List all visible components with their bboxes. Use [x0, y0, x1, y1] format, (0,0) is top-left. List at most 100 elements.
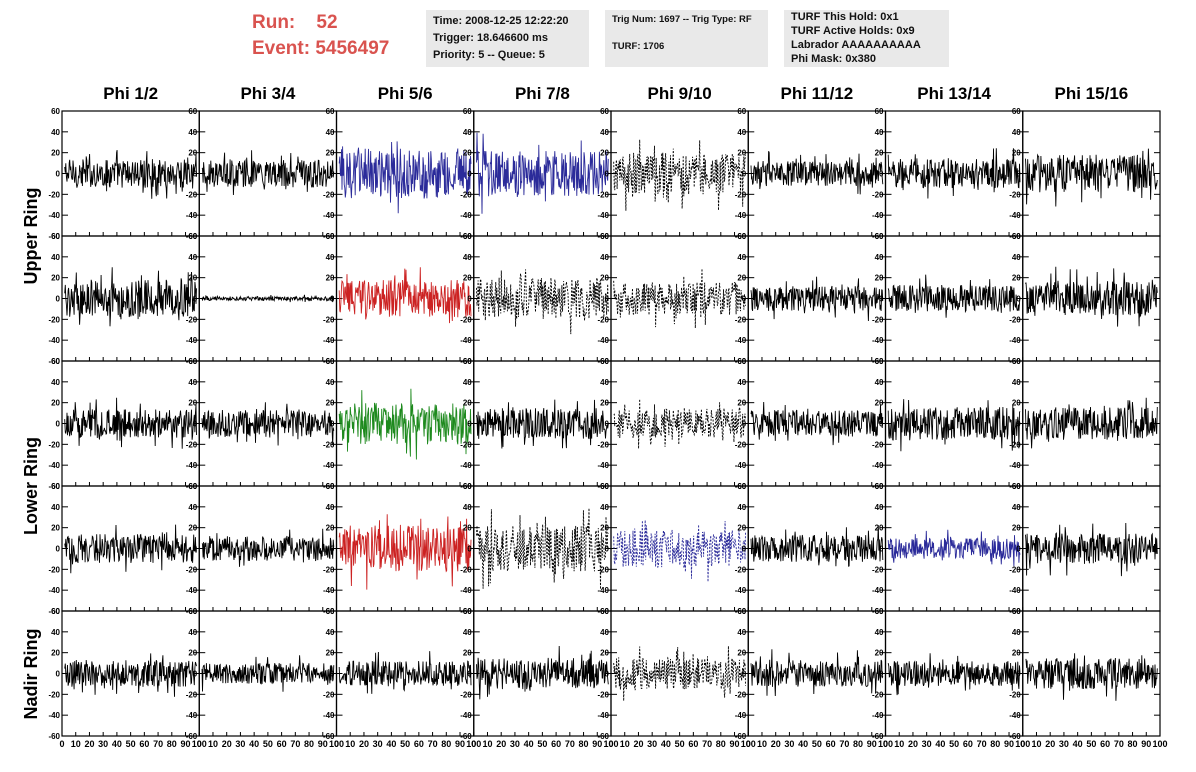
y-tick-label: 40: [600, 128, 609, 137]
waveform-line: [338, 651, 472, 694]
y-tick-label: -40: [48, 711, 60, 720]
panel-frame: [610, 360, 749, 487]
y-tick-label: 60: [1012, 482, 1021, 491]
y-tick-label: 20: [737, 649, 746, 658]
y-tick-label: 40: [1012, 378, 1021, 387]
y-tick-label: -40: [48, 211, 60, 220]
y-tick-label: 40: [51, 378, 60, 387]
x-tick-label: 30: [98, 739, 108, 749]
x-tick-label: 40: [249, 739, 259, 749]
y-tick-label: -20: [872, 690, 884, 699]
x-tick-label: 20: [633, 739, 643, 749]
y-tick-label: 60: [1012, 607, 1021, 616]
x-tick-label: 90: [592, 739, 602, 749]
y-tick-label: -40: [735, 211, 747, 220]
y-tick-label: 40: [875, 503, 884, 512]
y-tick-label: -40: [186, 461, 198, 470]
y-tick-label: 20: [51, 524, 60, 533]
x-tick-label: 50: [400, 739, 410, 749]
y-tick-label: -20: [48, 440, 60, 449]
y-tick-label: 20: [188, 399, 197, 408]
y-tick-label: -20: [48, 190, 60, 199]
x-tick-label: 80: [441, 739, 451, 749]
y-tick-label: 60: [600, 107, 609, 116]
y-tick-label: -20: [1009, 315, 1021, 324]
waveform-line: [201, 402, 335, 446]
y-tick-label: 40: [1012, 253, 1021, 262]
waveform-line: [1025, 266, 1158, 327]
y-tick-label: 40: [737, 628, 746, 637]
y-tick-label: -60: [48, 732, 60, 741]
x-tick-label: 80: [167, 739, 177, 749]
y-tick-label: 20: [737, 399, 746, 408]
y-tick-label: -60: [1009, 732, 1021, 741]
waveform-line: [201, 294, 334, 303]
y-tick-label: 60: [51, 232, 60, 241]
x-tick-label: 80: [990, 739, 1000, 749]
waveform-line: [201, 150, 335, 196]
y-tick-label: -40: [1009, 336, 1021, 345]
y-tick-label: 20: [1012, 274, 1021, 283]
y-tick-label: 0: [605, 170, 610, 179]
y-tick-label: 40: [188, 378, 197, 387]
x-tick-label: 70: [1114, 739, 1124, 749]
y-tick-label: 0: [742, 420, 747, 429]
y-tick-label: 60: [463, 357, 472, 366]
x-tick-label: 20: [1045, 739, 1055, 749]
y-tick-label: 60: [463, 607, 472, 616]
y-tick-label: 0: [56, 170, 61, 179]
y-tick-label: -40: [735, 586, 747, 595]
y-tick-label: -60: [872, 732, 884, 741]
y-tick-label: 60: [600, 232, 609, 241]
y-tick-label: -60: [186, 732, 198, 741]
labrador-text: Labrador AAAAAAAAAA: [791, 39, 921, 51]
y-tick-label: -40: [1009, 711, 1021, 720]
y-tick-label: 40: [326, 503, 335, 512]
y-tick-label: 60: [463, 107, 472, 116]
x-tick-label: 80: [853, 739, 863, 749]
x-tick-label: 10: [1031, 739, 1041, 749]
y-tick-label: -60: [323, 732, 335, 741]
x-tick-label: 70: [839, 739, 849, 749]
column-header-1: Phi 1/2: [103, 84, 159, 103]
x-tick-label: 100: [1015, 739, 1030, 749]
trigger-text: Trigger: 18.646600 ms: [433, 32, 548, 44]
y-tick-label: -20: [872, 190, 884, 199]
y-tick-label: -40: [460, 336, 472, 345]
y-tick-label: 0: [56, 295, 61, 304]
panel-r1-c1: -60 -40 -20 0 20 40 60: [48, 107, 200, 241]
y-tick-label: -40: [1009, 586, 1021, 595]
y-tick-label: 0: [467, 295, 472, 304]
y-tick-label: 60: [326, 482, 335, 491]
waveform-line: [750, 649, 884, 697]
y-tick-label: 0: [1016, 545, 1021, 554]
y-tick-label: 0: [56, 545, 61, 554]
y-tick-label: -20: [186, 440, 198, 449]
y-tick-label: -20: [48, 690, 60, 699]
x-tick-label: 20: [359, 739, 369, 749]
y-tick-label: 20: [875, 649, 884, 658]
y-tick-label: 0: [1016, 170, 1021, 179]
y-tick-label: 0: [56, 420, 61, 429]
y-tick-label: 0: [1016, 420, 1021, 429]
y-tick-label: 20: [1012, 649, 1021, 658]
panel-frame: [335, 110, 475, 237]
waveform-line: [338, 514, 472, 590]
turf-active-holds-text: TURF Active Holds: 0x9: [791, 25, 915, 37]
y-tick-label: -60: [48, 607, 60, 616]
x-tick-label: 20: [496, 739, 506, 749]
y-tick-label: 0: [467, 670, 472, 679]
waveform-line: [613, 399, 746, 449]
x-tick-label: 30: [235, 739, 245, 749]
y-tick-label: 60: [875, 607, 884, 616]
y-tick-label: -40: [323, 711, 335, 720]
